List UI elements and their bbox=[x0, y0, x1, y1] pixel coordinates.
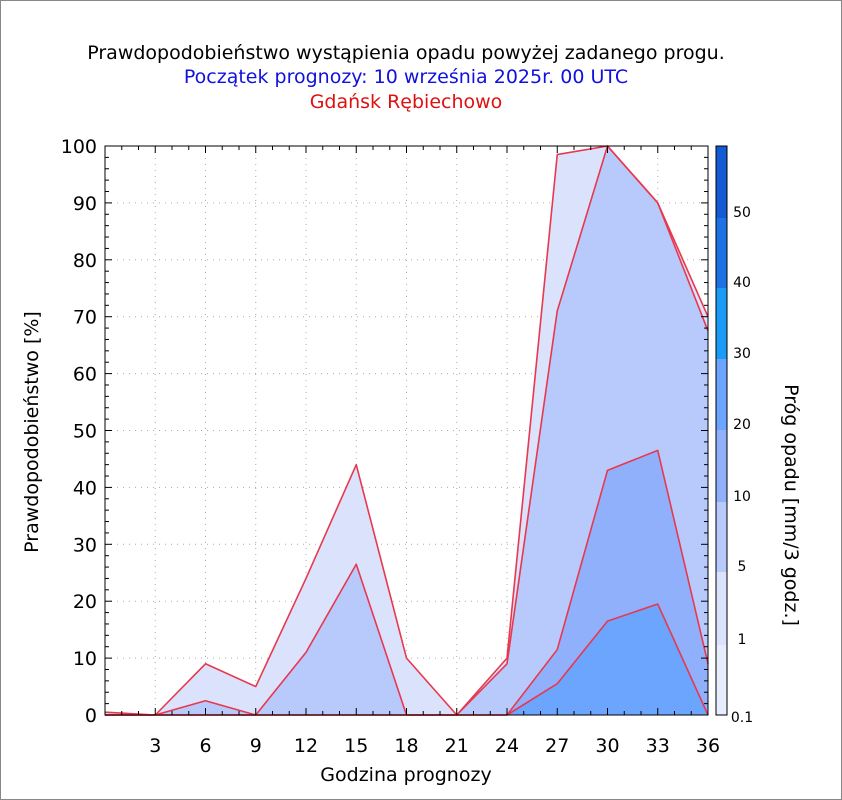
y-tick-label: 90 bbox=[73, 193, 97, 215]
x-tick-label: 24 bbox=[495, 735, 519, 757]
colorbar-segment bbox=[716, 146, 727, 218]
y-tick-label: 100 bbox=[61, 136, 97, 158]
y-tick-label: 60 bbox=[73, 364, 97, 386]
x-tick-label: 18 bbox=[394, 735, 418, 757]
colorbar-segment bbox=[716, 218, 727, 288]
y-axis-label: Prawdopodobieństwo [%] bbox=[21, 311, 43, 553]
colorbar-tick-label: 30 bbox=[733, 346, 751, 362]
chart-title: Prawdopodobieństwo wystąpienia opadu pow… bbox=[87, 42, 725, 64]
colorbar-segment bbox=[716, 502, 727, 572]
colorbar-segment bbox=[716, 645, 727, 715]
x-axis-label: Godzina prognozy bbox=[320, 764, 491, 786]
x-tick-label: 3 bbox=[149, 735, 161, 757]
colorbar-tick-label: 40 bbox=[733, 275, 751, 291]
colorbar-tick-label: 0.1 bbox=[731, 710, 753, 726]
area-series-10 bbox=[105, 604, 708, 715]
colorbar-border bbox=[715, 145, 728, 716]
y-tick-label: 50 bbox=[73, 421, 97, 443]
probability-areas bbox=[105, 146, 708, 715]
y-tick-label: 80 bbox=[73, 250, 97, 272]
y-tick-label: 40 bbox=[73, 477, 97, 499]
colorbar-tick-label: 10 bbox=[733, 489, 751, 505]
y-tick-label: 20 bbox=[73, 591, 97, 613]
colorbar-segment bbox=[716, 288, 727, 359]
colorbar-tick-label: 20 bbox=[733, 417, 751, 433]
colorbar-tick-label: 1 bbox=[738, 632, 747, 648]
x-tick-label: 30 bbox=[595, 735, 619, 757]
colorbar-tick-label: 5 bbox=[738, 559, 747, 575]
colorbar-tick-label: 50 bbox=[733, 205, 751, 221]
axis-ticks: 3 6 9 12 15 18 21 24 27 30 33 360102030405060708090… bbox=[61, 136, 720, 757]
x-tick-label: 27 bbox=[545, 735, 569, 757]
area-series-1 bbox=[105, 146, 708, 715]
x-tick-label: 6 bbox=[199, 735, 211, 757]
y-tick-label: 0 bbox=[85, 705, 97, 727]
colorbar: 0.1 1 5 10 20 30 40 50 bbox=[715, 145, 753, 726]
x-tick-label: 21 bbox=[445, 735, 469, 757]
colorbar-segment bbox=[716, 359, 727, 430]
colorbar-segment bbox=[716, 430, 727, 502]
x-tick-label: 33 bbox=[646, 735, 670, 757]
location-label: Gdańsk Rębiechowo bbox=[309, 91, 503, 113]
colorbar-label: Próg opadu [mm/3 godz.] bbox=[780, 384, 802, 626]
colorbar-segment bbox=[716, 572, 727, 645]
y-tick-label: 70 bbox=[73, 307, 97, 329]
chart-subtitle: Początek prognozy: 10 września 2025r. 00… bbox=[183, 66, 629, 88]
x-tick-label: 9 bbox=[250, 735, 262, 757]
y-tick-label: 30 bbox=[73, 534, 97, 556]
x-tick-label: 36 bbox=[696, 735, 720, 757]
x-tick-label: 12 bbox=[294, 735, 318, 757]
y-tick-label: 10 bbox=[73, 648, 97, 670]
x-tick-label: 15 bbox=[344, 735, 368, 757]
